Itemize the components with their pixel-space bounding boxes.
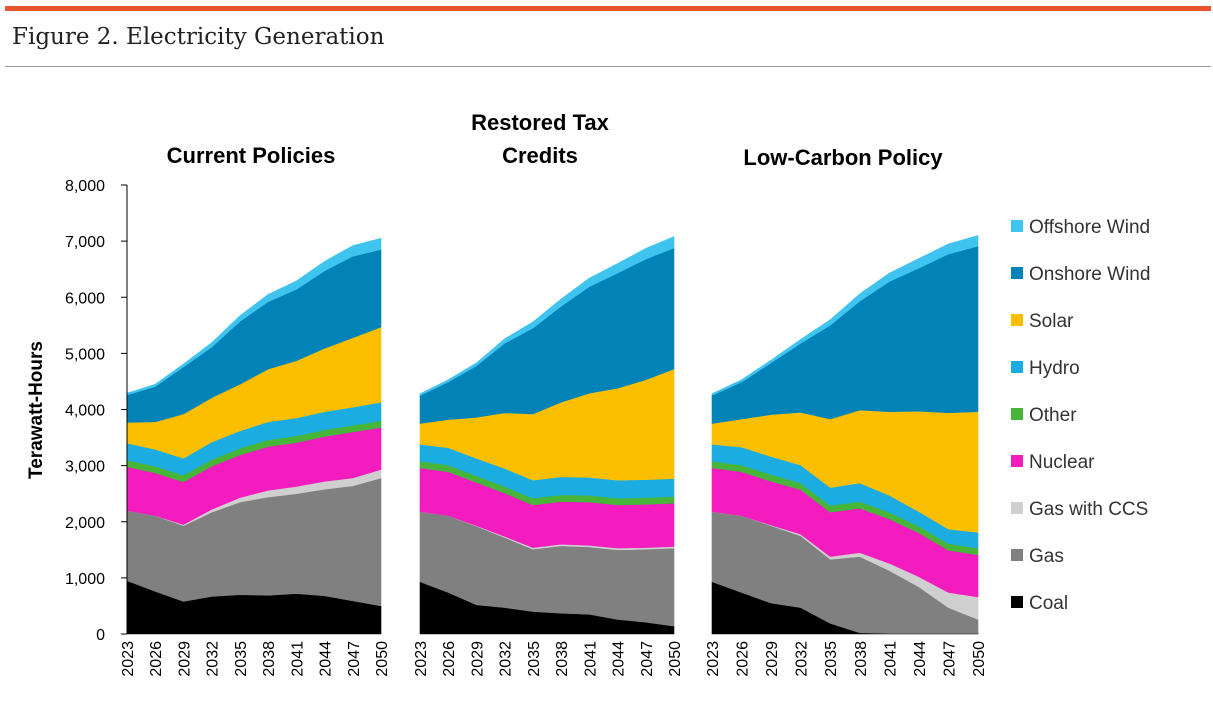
y-axis-title: Terawatt-Hours [26, 341, 47, 479]
legend-label-onshore-wind: Onshore Wind [1029, 264, 1150, 285]
area-offshore-wind-panel-3 [711, 235, 979, 396]
legend-label-gas-with-ccs: Gas with CCS [1029, 499, 1148, 520]
x-tick-label-2035-panel-1: 2035 [233, 641, 250, 677]
panel-3: Low-Carbon Policy 2023 2026 2029 2032 2035 203… [705, 145, 988, 677]
top-accent-rule [5, 6, 1211, 11]
legend-label-other: Other [1029, 405, 1077, 426]
x-tick-label-2023-panel-3: 2023 [705, 641, 722, 677]
x-tick-label-2050-panel-1: 2050 [374, 641, 391, 677]
legend-swatch-coal [1011, 596, 1023, 608]
y-tick-label-4: 4,000 [65, 403, 105, 420]
legend-label-gas: Gas [1029, 546, 1064, 567]
legend-swatch-nuclear [1011, 455, 1023, 467]
legend-swatch-offshore-wind [1011, 220, 1023, 232]
x-tick-label-2029-panel-3: 2029 [764, 641, 781, 677]
y-tick-label-0: 0 [96, 627, 105, 644]
x-tick-label-2029-panel-2: 2029 [469, 641, 486, 677]
x-tick-label-2050-panel-3: 2050 [971, 641, 988, 677]
legend-swatch-hydro [1011, 361, 1023, 373]
x-tick-label-2044-panel-1: 2044 [318, 641, 335, 677]
legend-swatch-other [1011, 408, 1023, 420]
x-tick-label-2044-panel-2: 2044 [611, 641, 628, 677]
x-tick-label-2041-panel-3: 2041 [882, 641, 899, 677]
x-tick-label-2032-panel-3: 2032 [794, 641, 811, 677]
x-tick-label-2032-panel-1: 2032 [205, 641, 222, 677]
panel-title-3: Low-Carbon Policy [743, 145, 943, 170]
chart-panels: Current Policies 2023 2026 2029 2032 2035 2038… [120, 110, 988, 677]
y-tick-label-6: 6,000 [65, 290, 105, 307]
x-tick-label-2041-panel-2: 2041 [582, 641, 599, 677]
area-offshore-wind-panel-1 [126, 237, 382, 396]
y-tick-label-3: 3,000 [65, 459, 105, 476]
legend-label-nuclear: Nuclear [1029, 452, 1095, 473]
legend-swatch-gas-with-ccs [1011, 502, 1023, 514]
y-axis: 0 1,000 2,000 3,000 4,000 5,000 6,000 7,000 8,00… [26, 178, 128, 644]
x-tick-label-2032-panel-2: 2032 [498, 641, 515, 677]
figure-title: Figure 2. Electricity Generation [12, 24, 385, 50]
x-tick-label-2023-panel-1: 2023 [120, 641, 137, 677]
legend-label-coal: Coal [1029, 593, 1068, 614]
area-offshore-wind-panel-2 [419, 236, 675, 396]
x-tick-label-2047-panel-2: 2047 [639, 641, 656, 677]
y-tick-label-5: 5,000 [65, 346, 105, 363]
x-tick-label-2047-panel-1: 2047 [346, 641, 363, 677]
x-tick-label-2038-panel-3: 2038 [853, 641, 870, 677]
title-divider [5, 66, 1211, 67]
x-tick-label-2038-panel-1: 2038 [261, 641, 278, 677]
y-tick-label-2: 2,000 [65, 515, 105, 532]
x-tick-label-2035-panel-2: 2035 [526, 641, 543, 677]
legend-swatch-solar [1011, 314, 1023, 326]
panel-title-2-line-1: Restored Tax [471, 110, 610, 135]
area-onshore-wind-panel-3 [711, 245, 979, 424]
legend-label-offshore-wind: Offshore Wind [1029, 217, 1150, 238]
panel-1: Current Policies 2023 2026 2029 2032 2035 2038… [120, 143, 391, 677]
panel-title-2-line-2: Credits [502, 143, 578, 168]
legend-swatch-gas [1011, 549, 1023, 561]
legend-label-solar: Solar [1029, 311, 1074, 332]
y-tick-label-7: 7,000 [65, 234, 105, 251]
x-tick-label-2026-panel-2: 2026 [441, 641, 458, 677]
legend: Offshore Wind Onshore Wind Solar Hydro Other… [1011, 217, 1150, 614]
x-tick-label-2026-panel-3: 2026 [735, 641, 752, 677]
legend-swatch-onshore-wind [1011, 267, 1023, 279]
x-tick-label-2038-panel-2: 2038 [554, 641, 571, 677]
x-tick-label-2026-panel-1: 2026 [148, 641, 165, 677]
legend-label-hydro: Hydro [1029, 358, 1080, 379]
y-tick-label-8: 8,000 [65, 178, 105, 195]
x-tick-label-2047-panel-3: 2047 [941, 641, 958, 677]
x-tick-label-2041-panel-1: 2041 [289, 641, 306, 677]
y-tick-label-1: 1,000 [65, 571, 105, 588]
panel-2: Restored Tax Credits 2023 2026 2029 2032 2035 2… [413, 110, 684, 677]
x-tick-label-2044-panel-3: 2044 [912, 641, 929, 677]
x-tick-label-2029-panel-1: 2029 [176, 641, 193, 677]
x-tick-label-2023-panel-2: 2023 [413, 641, 430, 677]
x-tick-label-2035-panel-3: 2035 [823, 641, 840, 677]
x-tick-label-2050-panel-2: 2050 [667, 641, 684, 677]
panel-title-1: Current Policies [167, 143, 336, 168]
